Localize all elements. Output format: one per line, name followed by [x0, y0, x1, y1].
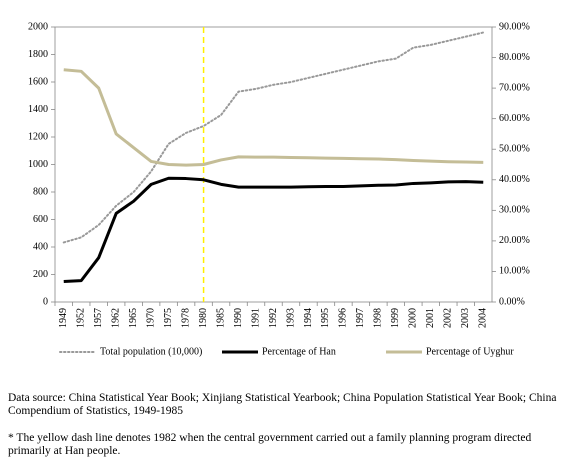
x-tick-label: 1949	[58, 308, 69, 328]
legend-label: Percentage of Uyghur	[426, 346, 514, 357]
plot-frame	[54, 26, 493, 303]
y-tick-label: 1600	[28, 76, 48, 87]
footnote: * The yellow dash line denotes 1982 when…	[8, 432, 532, 457]
y2-tick-label: 0.00%	[499, 296, 525, 307]
x-tick-label: 1962	[110, 308, 121, 328]
source-note: Data source: China Statistical Year Book…	[8, 392, 557, 417]
y-tick-label: 2000	[28, 21, 48, 32]
y-tick-label: 800	[33, 186, 48, 197]
x-tick-label: 1990	[233, 308, 244, 328]
series-line	[62, 31, 485, 244]
y-tick-label: 200	[33, 269, 48, 280]
x-tick-label: 1952	[76, 308, 87, 328]
y-tick-label: 600	[33, 214, 48, 225]
y2-tick-label: 80.00%	[499, 52, 530, 63]
x-tick-label: 1957	[93, 308, 104, 328]
y-tick-label: 1800	[28, 49, 48, 60]
x-tick-label: 1970	[145, 308, 156, 328]
x-tick-label: 1975	[163, 308, 174, 328]
y-tick-label: 0	[43, 296, 48, 307]
series-line	[63, 176, 484, 284]
x-tick-label: 2004	[478, 308, 489, 328]
x-tick-label: 1997	[355, 308, 366, 328]
x-tick-label: 1965	[128, 308, 139, 328]
y2-tick-label: 10.00%	[499, 266, 530, 277]
x-tick-label: 2000	[408, 308, 419, 328]
y2-tick-label: 60.00%	[499, 113, 530, 124]
legend-label: Total population (10,000)	[100, 346, 202, 357]
x-tick-label: 1985	[215, 308, 226, 328]
series-line	[63, 68, 484, 167]
x-tick-label: 1993	[285, 308, 296, 328]
y2-tick-label: 40.00%	[499, 174, 530, 185]
x-tick-label: 1978	[180, 308, 191, 328]
y-tick-label: 1000	[28, 159, 48, 170]
x-tick-label: 1992	[268, 308, 279, 328]
y-tick-label: 1400	[28, 104, 48, 115]
y2-tick-label: 30.00%	[499, 205, 530, 216]
x-tick-label: 1994	[303, 308, 314, 328]
x-tick-label: 1991	[250, 308, 261, 328]
legend-label: Percentage of Han	[262, 346, 336, 357]
chart: 0 200 400 600 800 1000 1200 1400 1600 1800 2000 0.0…	[28, 21, 530, 357]
y-tick-label: 400	[33, 241, 48, 252]
y2-tick-label: 50.00%	[499, 144, 530, 155]
x-tick-label: 1999	[390, 308, 401, 328]
y2-tick-label: 20.00%	[499, 235, 530, 246]
x-tick-label: 1998	[373, 308, 384, 328]
x-tick-label: 2001	[425, 308, 436, 328]
x-tick-label: 1980	[198, 308, 209, 328]
x-tick-label: 2002	[443, 308, 454, 328]
x-tick-label: 1996	[338, 308, 349, 328]
y-tick-label: 1200	[28, 131, 48, 142]
x-tick-label: 2003	[460, 308, 471, 328]
y2-tick-label: 70.00%	[499, 82, 530, 93]
x-tick-label: 1995	[320, 308, 331, 328]
y2-tick-label: 90.00%	[499, 21, 530, 32]
